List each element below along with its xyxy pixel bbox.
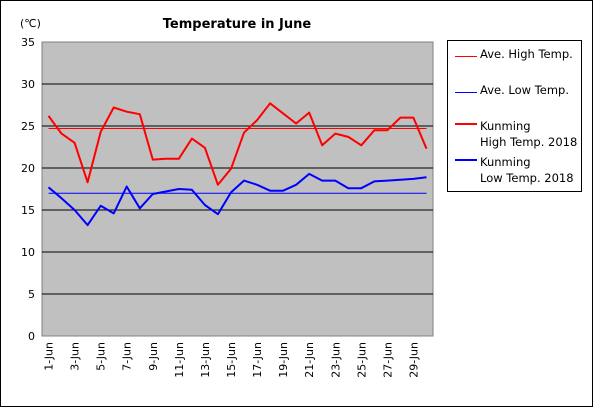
unit-label: (℃) bbox=[20, 17, 41, 30]
grid-lines bbox=[42, 83, 433, 295]
y-tick-label: 10 bbox=[21, 246, 35, 259]
x-tick-label: 1-Jun bbox=[43, 342, 56, 371]
x-tick-label: 15-Jun bbox=[225, 342, 238, 378]
legend-swatch bbox=[455, 159, 477, 161]
series-line-3 bbox=[47, 172, 427, 227]
x-tick-label: 5-Jun bbox=[95, 342, 108, 371]
x-axis-ticks: 1-Jun 3-Jun 5-Jun 7-Jun 9-Jun 11-Jun 13-Jun 15-… bbox=[43, 342, 421, 378]
y-tick-label: 5 bbox=[28, 288, 35, 301]
y-tick-label: 25 bbox=[21, 120, 35, 133]
legend-label: Ave. High Temp. bbox=[480, 47, 573, 61]
legend-label: Low Temp. 2018 bbox=[480, 171, 574, 185]
y-tick-label: 30 bbox=[21, 78, 35, 91]
x-tick-label: 13-Jun bbox=[199, 342, 212, 378]
legend-label: High Temp. 2018 bbox=[480, 135, 578, 149]
x-tick-label: 17-Jun bbox=[251, 342, 264, 378]
series-lines bbox=[47, 102, 428, 227]
series-line-2 bbox=[47, 102, 428, 186]
x-tick-label: 11-Jun bbox=[173, 342, 186, 378]
legend-label: Ave. Low Temp. bbox=[480, 83, 569, 97]
x-tick-label: 7-Jun bbox=[121, 342, 134, 371]
x-tick-label: 21-Jun bbox=[303, 342, 316, 378]
legend-swatch bbox=[455, 92, 477, 93]
x-tick-label: 25-Jun bbox=[355, 342, 368, 378]
legend-label: Kunming bbox=[480, 155, 531, 169]
x-tick-label: 29-Jun bbox=[407, 342, 420, 378]
y-axis-ticks: 0 5 10 15 20 25 30 35 bbox=[21, 36, 35, 343]
y-tick-label: 35 bbox=[21, 36, 35, 49]
legend-swatch bbox=[455, 56, 477, 57]
legend-swatch bbox=[455, 123, 477, 125]
x-tick-label: 19-Jun bbox=[277, 342, 290, 378]
plot-area bbox=[41, 41, 434, 337]
x-tick-label: 27-Jun bbox=[381, 342, 394, 378]
chart-title: Temperature in June bbox=[163, 17, 312, 32]
legend: Ave. High Temp. Ave. Low Temp. Kunming High… bbox=[447, 40, 582, 192]
y-tick-label: 20 bbox=[21, 162, 35, 175]
legend-label: Kunming bbox=[480, 119, 531, 133]
x-tick-label: 9-Jun bbox=[147, 342, 160, 371]
y-tick-label: 15 bbox=[21, 204, 35, 217]
y-tick-label: 0 bbox=[28, 330, 35, 343]
x-tick-label: 23-Jun bbox=[329, 342, 342, 378]
x-tick-label: 3-Jun bbox=[69, 342, 82, 371]
